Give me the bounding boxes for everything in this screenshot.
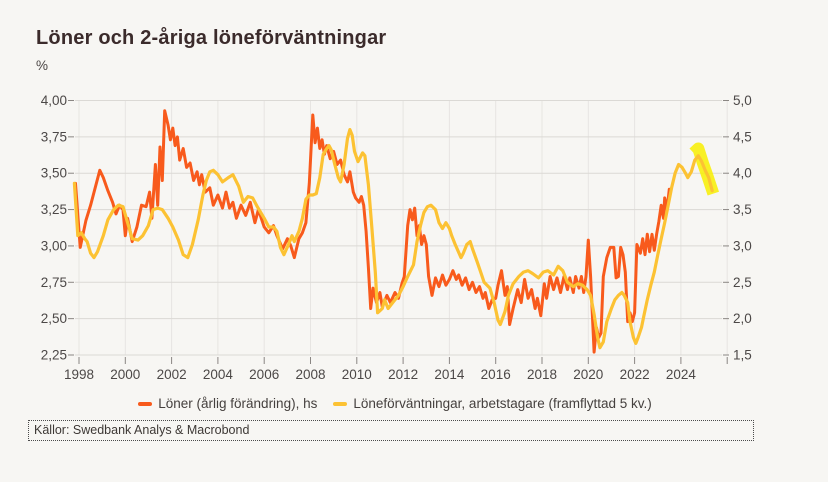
right-axis-label: 2,0 xyxy=(733,311,752,326)
right-axis-label: 4,5 xyxy=(733,129,752,144)
legend-label-expectations: Löneförväntningar, arbetstagare (framfly… xyxy=(353,396,652,411)
x-axis-label: 2014 xyxy=(434,367,465,382)
chart-title: Löner och 2-åriga löneförväntningar xyxy=(36,27,387,49)
left-axis-label: 4,00 xyxy=(41,93,67,108)
x-axis-label: 1998 xyxy=(64,367,94,382)
x-axis-label: 2012 xyxy=(388,367,418,382)
right-axis-label: 1,5 xyxy=(733,348,752,363)
legend-label-wages: Löner (årlig förändring), hs xyxy=(158,396,318,411)
legend-item-wages: Löner (årlig förändring), hs xyxy=(138,396,317,411)
x-axis-label: 2000 xyxy=(110,367,140,382)
right-axis-label: 4,0 xyxy=(733,166,752,181)
x-axis-label: 2008 xyxy=(295,367,325,382)
right-axis-label: 3,0 xyxy=(733,238,752,253)
right-axis-label: 3,5 xyxy=(733,202,752,217)
highlight-marker xyxy=(689,142,719,196)
left-axis-label: 2,50 xyxy=(41,311,67,326)
x-axis-label: 2016 xyxy=(481,367,511,382)
left-axis-label: 2,25 xyxy=(41,348,67,363)
x-axis-label: 2004 xyxy=(203,367,234,382)
left-axis-label: 3,75 xyxy=(41,129,67,144)
source-box: Källor: Swedbank Analys & Macrobond xyxy=(28,420,754,441)
expectations-line xyxy=(72,128,714,350)
left-axis-label: 2,75 xyxy=(41,275,67,290)
wages-line xyxy=(74,109,671,354)
y-axis-unit-label: % xyxy=(36,58,49,73)
x-axis-label: 2002 xyxy=(157,367,187,382)
left-axis-label: 3,50 xyxy=(41,166,67,181)
wages-line-swatch xyxy=(138,401,153,406)
chart-legend: Löner (årlig förändring), hs Löneförvänt… xyxy=(0,396,790,411)
right-axis-label: 5,0 xyxy=(733,93,752,108)
left-axis-label: 3,00 xyxy=(41,238,67,253)
x-axis-label: 2018 xyxy=(527,367,557,382)
expectations-line-swatch xyxy=(333,401,348,406)
legend-item-expectations: Löneförväntningar, arbetstagare (framfly… xyxy=(333,396,652,411)
right-axis-label: 2,5 xyxy=(733,275,752,290)
x-axis-label: 2022 xyxy=(620,367,650,382)
x-axis-label: 2024 xyxy=(666,367,697,382)
left-axis-label: 3,25 xyxy=(41,202,67,217)
x-axis-label: 2006 xyxy=(249,367,279,382)
x-axis-label: 2020 xyxy=(573,367,603,382)
x-axis-label: 2010 xyxy=(342,367,372,382)
